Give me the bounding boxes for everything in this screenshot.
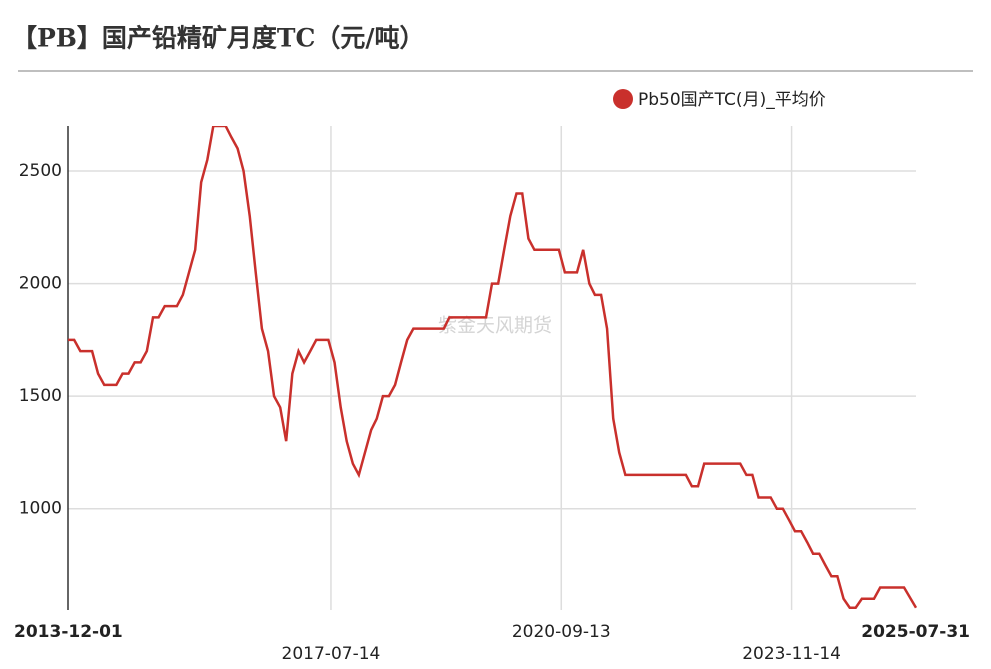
x-tick-label: 2020-09-13 <box>512 622 611 642</box>
y-tick-label: 1500 <box>19 386 62 406</box>
series-line <box>68 126 918 609</box>
y-tick-label: 1000 <box>19 499 62 519</box>
x-tick-label: 2025-07-31 <box>861 622 970 642</box>
y-tick-label: 2500 <box>19 161 62 181</box>
x-tick-label: 2017-07-14 <box>282 644 381 664</box>
legend-marker <box>613 89 633 109</box>
chart-title: 【PB】国产铅精矿月度TC（元/吨） <box>12 24 425 53</box>
watermark: 紫金天风期货 <box>438 315 552 337</box>
y-tick-label: 2000 <box>19 274 62 294</box>
x-tick-label: 2013-12-01 <box>14 622 123 642</box>
legend-label: Pb50国产TC(月)_平均价 <box>638 90 826 110</box>
x-tick-label: 2023-11-14 <box>742 644 841 664</box>
